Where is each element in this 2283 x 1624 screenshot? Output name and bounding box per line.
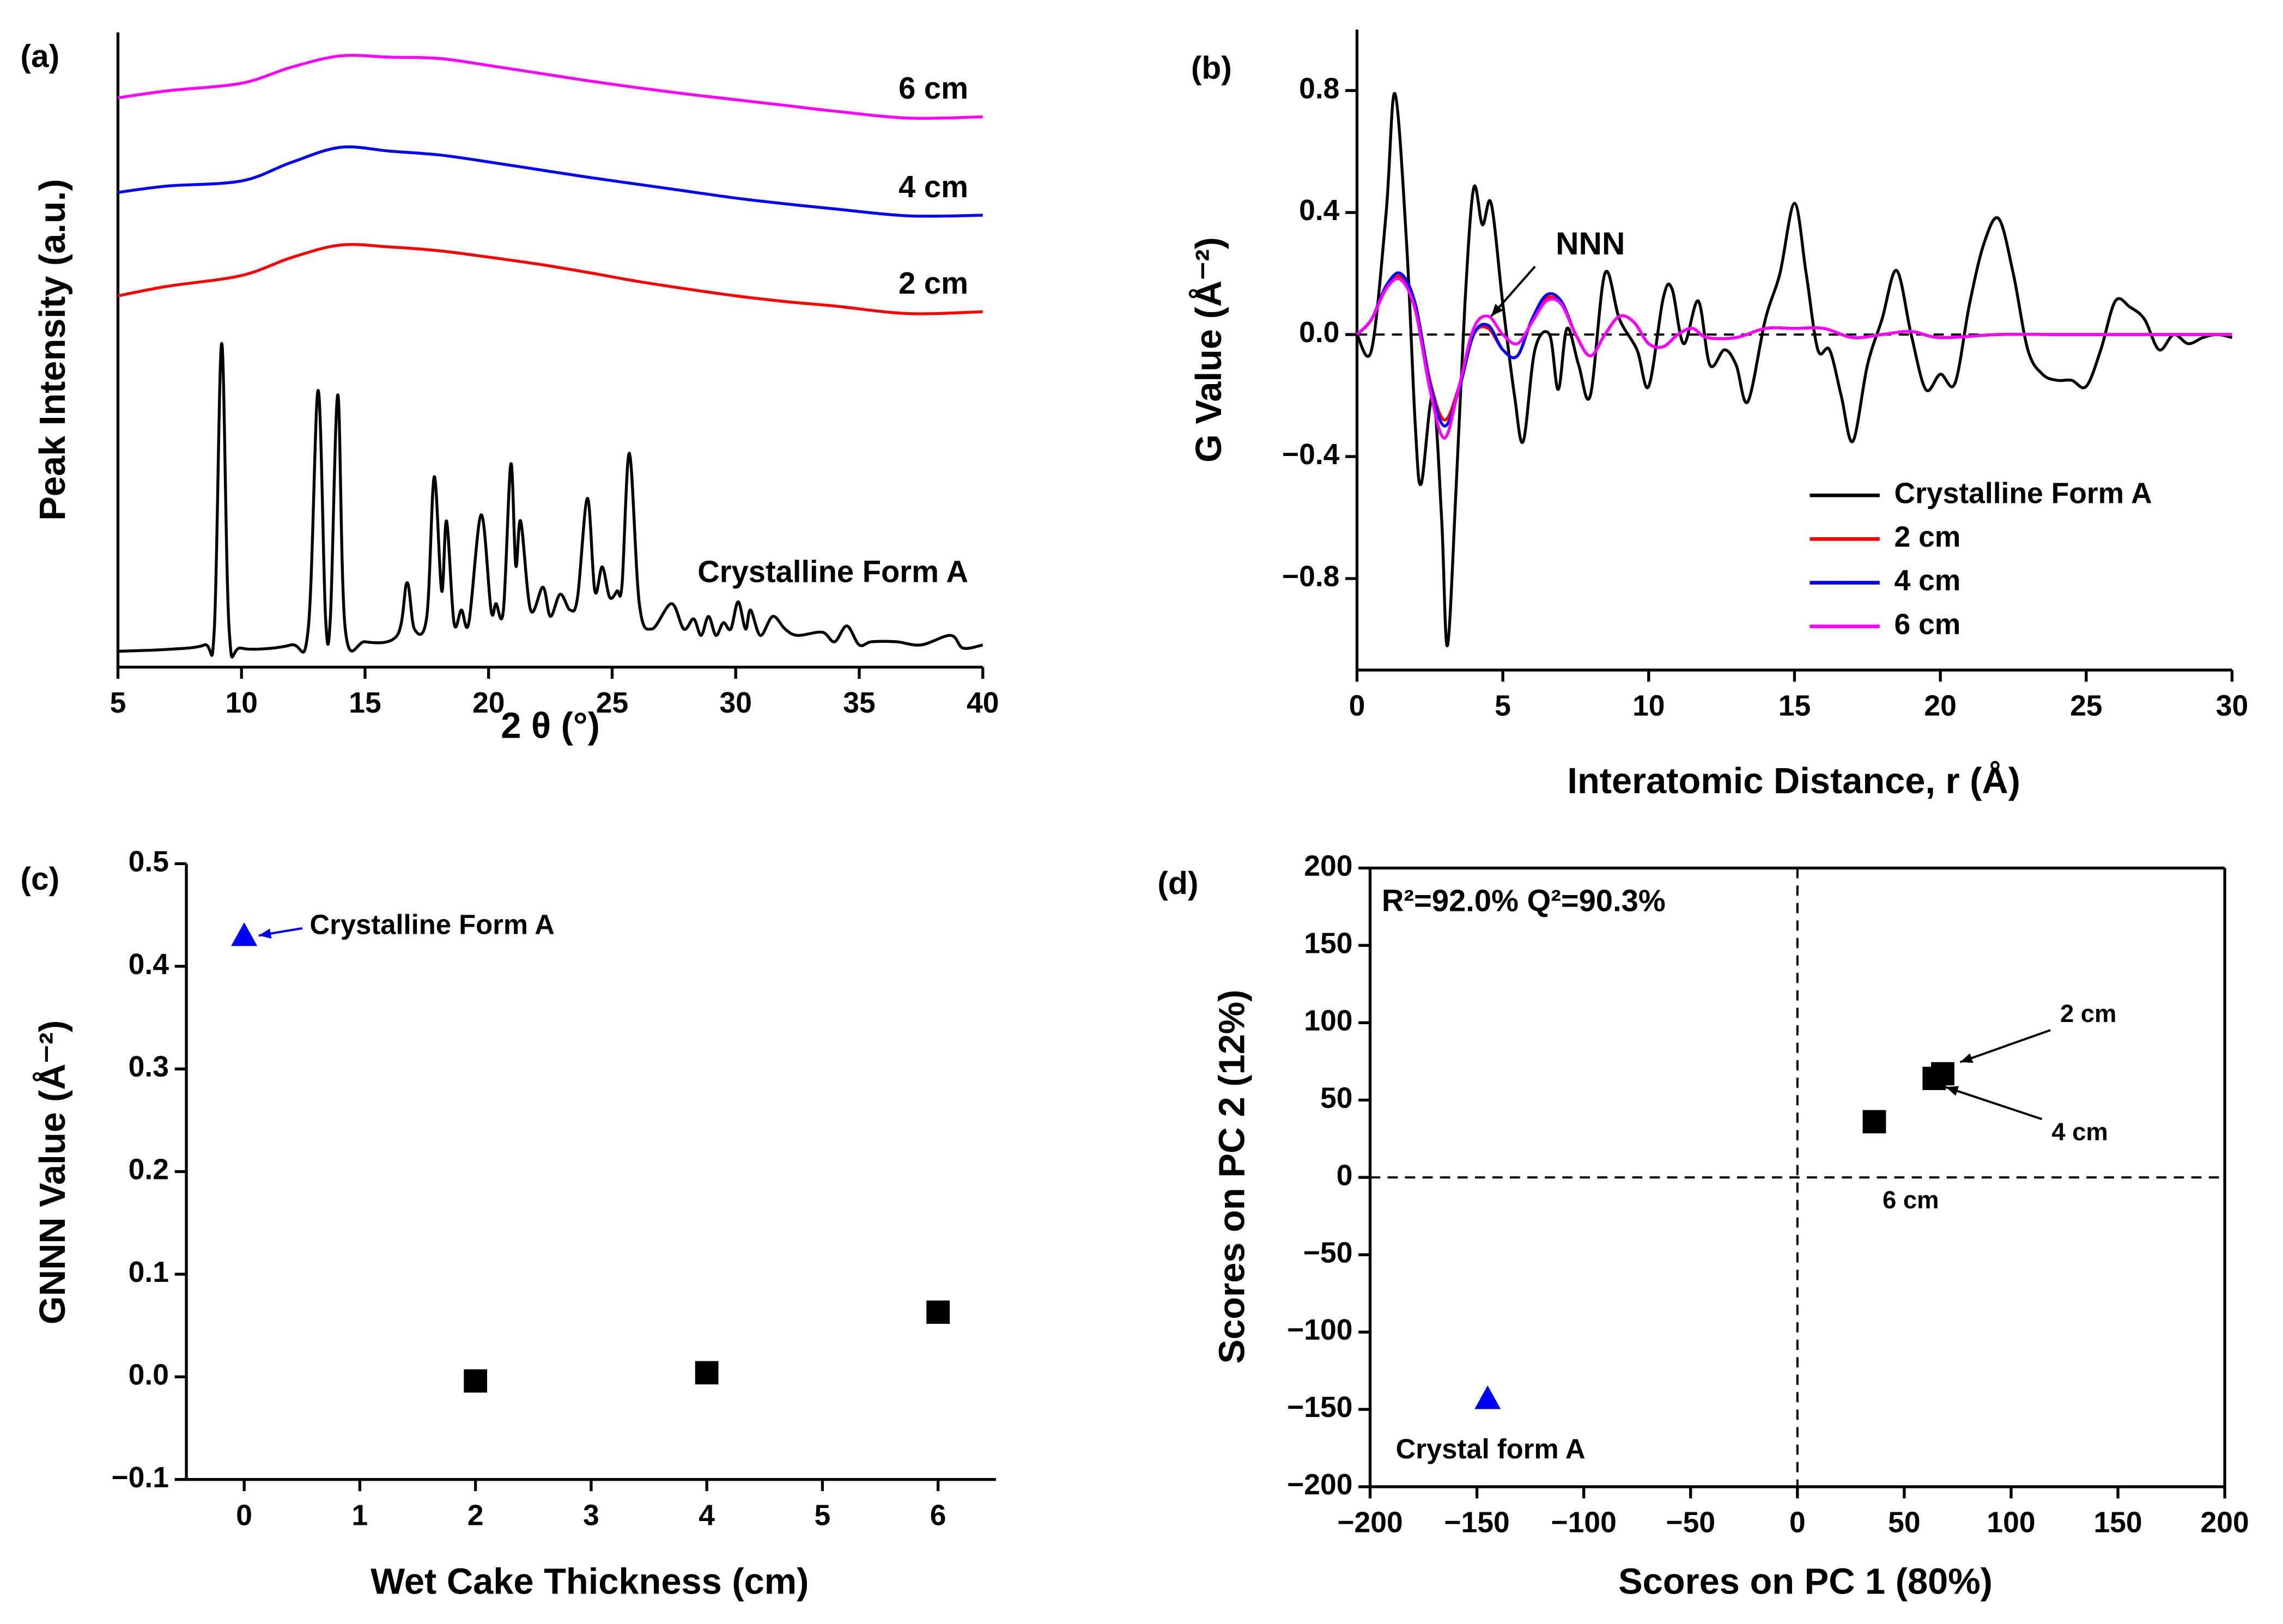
y-tick-label: 100	[1304, 1005, 1352, 1037]
y-axis-title: G Value (Å⁻²)	[1189, 237, 1229, 463]
legend-label: 4 cm	[1895, 565, 1961, 597]
x-tick-label: 35	[843, 687, 875, 719]
series-label: Crystalline Form A	[309, 909, 554, 940]
x-tick-label: 25	[2070, 690, 2102, 722]
x-tick-label: 10	[1632, 690, 1665, 722]
x-tick-label: 4	[699, 1499, 715, 1531]
arrow	[1945, 1086, 2043, 1121]
y-tick-label: 200	[1304, 850, 1352, 882]
x-tick-label: 30	[2216, 690, 2248, 722]
x-tick-label: 10	[225, 687, 257, 719]
data-line	[1356, 92, 2233, 647]
y-tick-label: 0.3	[129, 1051, 169, 1083]
point-label: 6 cm	[1883, 1186, 1939, 1214]
y-tick-label: 0.2	[129, 1154, 169, 1186]
data-line	[118, 145, 983, 218]
legend-label: 6 cm	[1895, 609, 1961, 641]
y-axis-title: Scores on PC 2 (12%)	[1212, 990, 1253, 1364]
x-tick-label: 3	[583, 1499, 599, 1531]
series-label: 6 cm	[898, 71, 968, 105]
point	[231, 922, 258, 946]
data-line	[117, 243, 983, 315]
y-tick-label: 0.4	[1299, 194, 1340, 227]
x-tick-label: 1	[352, 1499, 368, 1531]
point	[464, 1369, 488, 1393]
x-axis-title: Scores on PC 1 (80%)	[1618, 1562, 1993, 1602]
data-line	[1356, 277, 2232, 440]
series-label: 2 cm	[898, 266, 968, 300]
series-label: Crystalline Form A	[697, 554, 968, 588]
arrow	[1959, 1029, 2051, 1063]
x-tick-label: 0	[1789, 1507, 1806, 1539]
y-axis-title: Peak Intensity (a.u.)	[33, 179, 73, 520]
x-axis-title: Interatomic Distance, r (Å)	[1567, 761, 2020, 801]
point	[1922, 1067, 1946, 1090]
arrow-head	[1960, 1053, 1974, 1063]
arrow-head	[258, 928, 272, 939]
panel-label: (b)	[1191, 51, 1232, 86]
x-axis-title: Wet Cake Thickness (cm)	[371, 1562, 809, 1602]
panel-label: (d)	[1157, 866, 1198, 901]
legend-label: 2 cm	[1895, 521, 1961, 554]
y-tick-label: 150	[1304, 927, 1352, 959]
annotation: R²=92.0% Q²=90.3%	[1382, 883, 1666, 917]
x-tick-label: 40	[967, 687, 999, 719]
series-label: Crystal form A	[1396, 1433, 1586, 1464]
x-tick-label: 0	[236, 1499, 252, 1531]
y-tick-label: −50	[1303, 1237, 1353, 1269]
x-tick-label: −150	[1444, 1507, 1509, 1539]
panel-label: (c)	[20, 861, 59, 897]
x-tick-label: 200	[2201, 1507, 2249, 1539]
x-tick-label: 5	[110, 687, 126, 719]
y-tick-label: 50	[1320, 1082, 1352, 1114]
arrow-head	[1491, 303, 1503, 317]
point	[926, 1300, 950, 1324]
y-tick-label: −0.8	[1282, 561, 1340, 593]
panel-label: (a)	[20, 39, 59, 74]
x-tick-label: 100	[1987, 1507, 2035, 1539]
x-axis-title: 2 θ (°)	[501, 705, 600, 746]
annotation: NNN	[1556, 226, 1625, 261]
y-tick-label: 0.1	[129, 1256, 169, 1288]
x-tick-label: 20	[1924, 690, 1956, 722]
y-tick-label: 0.4	[129, 948, 169, 981]
point	[695, 1361, 719, 1385]
y-tick-label: −100	[1287, 1314, 1352, 1346]
x-tick-label: 5	[1495, 690, 1511, 722]
y-tick-label: −150	[1287, 1391, 1352, 1424]
point	[1474, 1385, 1501, 1409]
x-tick-label: 2	[467, 1499, 484, 1531]
y-axis-title: GNNN Value (Å⁻²)	[33, 1020, 73, 1325]
arrow-head	[1946, 1086, 1959, 1096]
x-tick-label: 6	[930, 1499, 946, 1531]
x-tick-label: 150	[2093, 1507, 2142, 1539]
x-tick-label: 5	[815, 1499, 831, 1531]
x-tick-label: 25	[596, 687, 628, 719]
y-tick-label: 0.5	[129, 846, 169, 878]
x-tick-label: −100	[1551, 1507, 1616, 1539]
x-tick-label: 20	[472, 687, 505, 719]
y-tick-label: −0.1	[111, 1462, 169, 1494]
x-tick-label: 30	[719, 687, 751, 719]
x-tick-label: 0	[1349, 690, 1365, 722]
y-tick-label: 0	[1337, 1159, 1353, 1191]
series-label: 4 cm	[898, 169, 968, 204]
legend-label: Crystalline Form A	[1895, 477, 2152, 509]
x-tick-label: −50	[1666, 1507, 1715, 1539]
point-label: 2 cm	[2060, 1000, 2116, 1027]
data-line	[118, 53, 983, 120]
x-tick-label: 15	[349, 687, 381, 719]
y-tick-label: 0.0	[129, 1359, 169, 1391]
y-tick-label: −200	[1287, 1469, 1352, 1501]
x-tick-label: 50	[1888, 1507, 1920, 1539]
point	[1862, 1110, 1886, 1134]
x-tick-label: 15	[1778, 690, 1811, 722]
point-label: 4 cm	[2051, 1118, 2108, 1146]
y-tick-label: 0.0	[1299, 317, 1339, 349]
y-tick-label: 0.8	[1299, 72, 1339, 105]
data-line	[118, 342, 983, 659]
x-tick-label: −200	[1337, 1507, 1402, 1539]
y-tick-label: −0.4	[1282, 439, 1340, 471]
